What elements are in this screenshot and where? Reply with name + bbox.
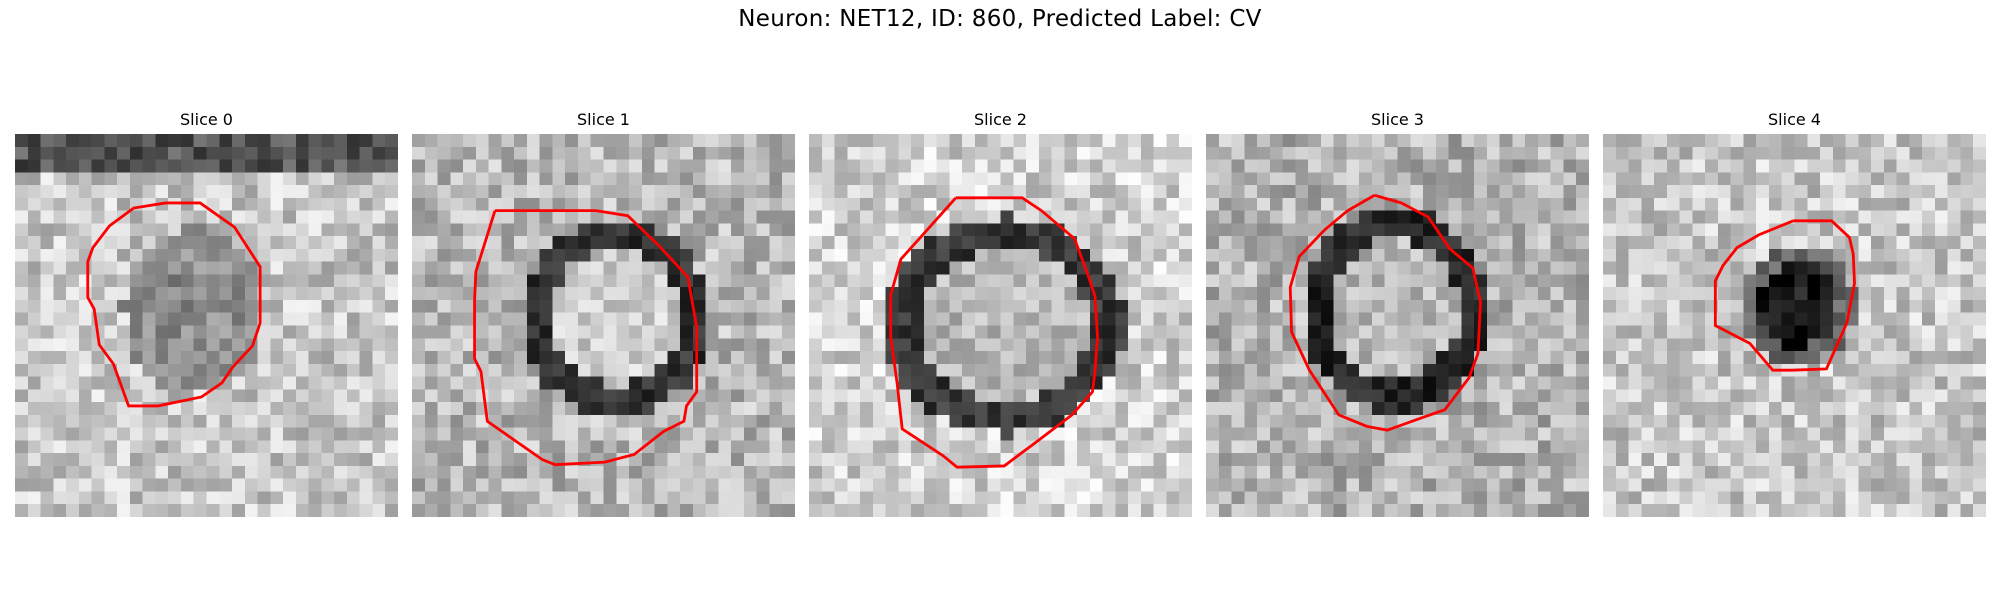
slice-title-4: Slice 4 (1768, 110, 1821, 129)
slice-image-4 (1603, 134, 1986, 517)
segmentation-contour-0 (86, 201, 262, 408)
slice-image-1 (412, 134, 795, 517)
slice-panel-2: Slice 2 (809, 108, 1192, 517)
slice-image-0 (15, 134, 398, 517)
segmentation-contour-1 (473, 209, 699, 467)
slice-image-3 (1206, 134, 1589, 517)
slice-panel-3: Slice 3 (1206, 108, 1589, 517)
slice-panel-0: Slice 0 (15, 108, 398, 517)
segmentation-contour-3 (1288, 193, 1482, 432)
slice-panel-1: Slice 1 (412, 108, 795, 517)
segmentation-contour-4 (1713, 219, 1856, 372)
figure-title: Neuron: NET12, ID: 860, Predicted Label:… (738, 6, 1262, 32)
slice-panel-4: Slice 4 (1603, 108, 1986, 517)
segmentation-contour-2 (889, 196, 1099, 469)
slice-title-1: Slice 1 (577, 110, 630, 129)
slice-image-2 (809, 134, 1192, 517)
slice-title-3: Slice 3 (1371, 110, 1424, 129)
slice-title-2: Slice 2 (974, 110, 1027, 129)
slice-title-0: Slice 0 (180, 110, 233, 129)
